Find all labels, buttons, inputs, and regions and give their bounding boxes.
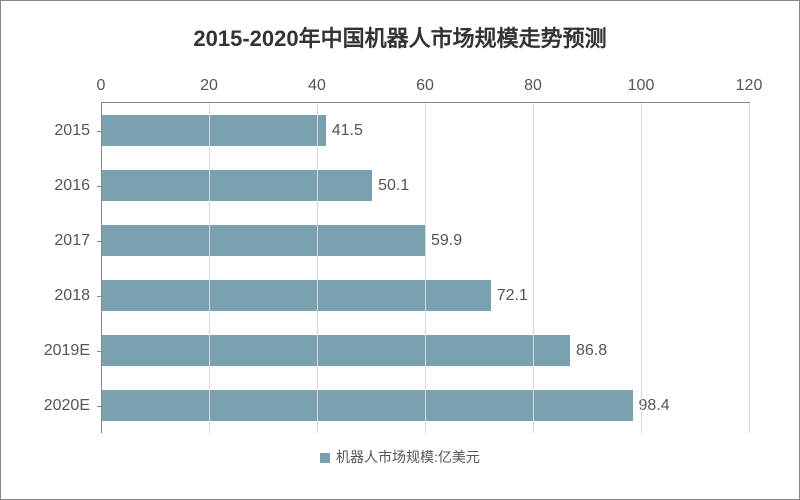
legend: 机器人市场规模:亿美元 — [31, 447, 769, 467]
bar-value-label: 41.5 — [332, 122, 363, 140]
chart-container: 2015-2020年中国机器人市场规模走势预测 020406080100120 … — [0, 0, 800, 500]
x-tick-label: 60 — [416, 77, 434, 95]
grid-line — [533, 103, 534, 433]
x-tick-label: 120 — [736, 77, 763, 95]
y-axis-label: 2018 — [54, 287, 90, 305]
x-tick-label: 100 — [628, 77, 655, 95]
y-axis-label: 2017 — [54, 232, 90, 250]
bar: 98.4 — [102, 390, 633, 420]
bar-value-label: 59.9 — [431, 232, 462, 250]
bar-value-label: 72.1 — [497, 287, 528, 305]
bar: 50.1 — [102, 170, 372, 200]
bar: 86.8 — [102, 335, 570, 365]
grid-line — [425, 103, 426, 433]
bar-value-label: 50.1 — [378, 177, 409, 195]
x-tick-label: 80 — [524, 77, 542, 95]
x-tick-label: 20 — [200, 77, 218, 95]
y-axis-label: 2015 — [54, 122, 90, 140]
x-axis: 020406080100120 — [101, 73, 749, 103]
y-axis-label: 2019E — [44, 342, 90, 360]
bar-value-label: 86.8 — [576, 342, 607, 360]
bar: 72.1 — [102, 280, 491, 310]
x-tick-label: 40 — [308, 77, 326, 95]
grid-line — [749, 103, 750, 433]
y-axis-label: 2020E — [44, 397, 90, 415]
grid-line — [209, 103, 210, 433]
plot-area: 020406080100120 201541.5201650.1201759.9… — [101, 73, 749, 433]
bar: 41.5 — [102, 115, 326, 145]
bar-value-label: 98.4 — [639, 397, 670, 415]
chart-title: 2015-2020年中国机器人市场规模走势预测 — [31, 21, 769, 53]
bar: 59.9 — [102, 225, 425, 255]
grid-line — [317, 103, 318, 433]
y-axis-label: 2016 — [54, 177, 90, 195]
x-tick-label: 0 — [97, 77, 106, 95]
legend-swatch — [320, 453, 330, 463]
grid-line — [641, 103, 642, 433]
legend-label: 机器人市场规模:亿美元 — [336, 449, 480, 465]
